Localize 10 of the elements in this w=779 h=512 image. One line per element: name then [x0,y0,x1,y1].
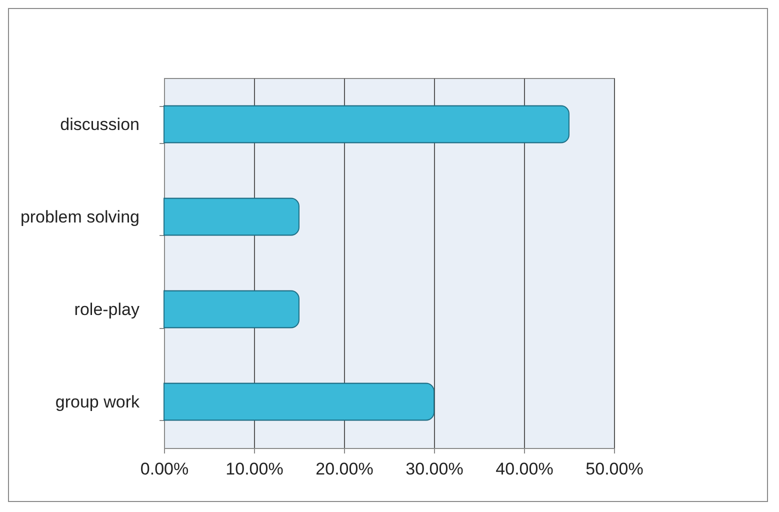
x-tick-label: 30.00% [406,460,464,478]
x-tick-label: 10.00% [226,460,284,478]
y-tick-label: group work [55,392,140,412]
y-tick-label: discussion [60,114,140,134]
y-tick-label: problem solving [20,207,140,226]
x-tick-label: 0.00% [140,460,189,478]
x-tick-label: 50.00% [586,460,644,478]
x-tick-label: 40.00% [496,460,554,478]
x-tick-label: 20.00% [316,460,374,478]
y-tick-label: role-play [74,300,140,319]
